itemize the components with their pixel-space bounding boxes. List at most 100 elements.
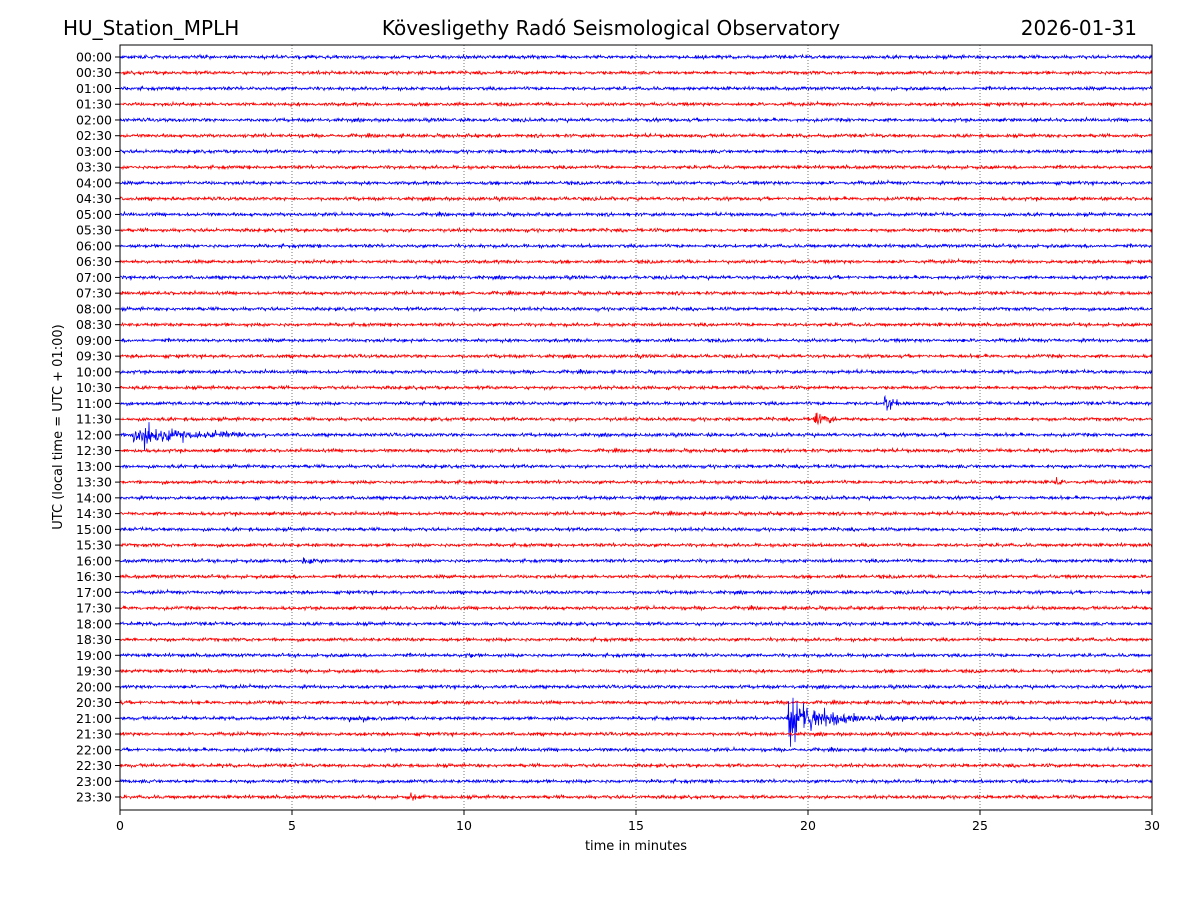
trace-1130 <box>119 412 1153 426</box>
y-tick-label: 02:30 <box>76 128 112 143</box>
trace-0100 <box>119 85 1153 93</box>
trace-2300 <box>119 777 1153 785</box>
trace-0000 <box>120 53 1153 61</box>
y-tick-label: 16:30 <box>76 569 112 584</box>
trace-0300 <box>119 148 1153 155</box>
y-tick-label: 07:30 <box>76 286 112 301</box>
observatory-title: Kövesligethy Radó Seismological Observat… <box>382 16 840 40</box>
y-tick-label: 02:00 <box>76 112 112 127</box>
y-tick-label: 04:00 <box>76 175 112 190</box>
x-tick-label: 0 <box>116 818 124 833</box>
y-tick-label: 13:00 <box>76 459 112 474</box>
trace-2030 <box>119 698 1153 706</box>
trace-1800 <box>119 620 1153 628</box>
y-tick-label: 11:30 <box>76 412 112 427</box>
y-tick-label: 00:30 <box>76 65 112 80</box>
trace-1600 <box>119 557 1153 565</box>
y-tick-label: 05:00 <box>76 207 112 222</box>
trace-2230 <box>119 761 1153 770</box>
trace-0130 <box>119 100 1153 109</box>
x-axis: 0 5 10 15 20 25 30 <box>116 810 1160 833</box>
y-tick-label: 20:30 <box>76 695 112 710</box>
y-tick-label: 06:00 <box>76 238 112 253</box>
trace-0330 <box>119 163 1153 171</box>
trace-1930 <box>119 667 1153 675</box>
y-tick-label: 18:00 <box>76 616 112 631</box>
trace-2130 <box>119 730 1153 738</box>
x-tick-label: 25 <box>972 818 988 833</box>
y-tick-label: 22:30 <box>76 758 112 773</box>
trace-2330 <box>119 792 1153 801</box>
trace-0600 <box>119 242 1153 250</box>
trace-0730 <box>119 289 1153 297</box>
trace-0900 <box>119 336 1153 344</box>
trace-0700 <box>119 273 1153 282</box>
trace-1700 <box>119 588 1153 597</box>
y-tick-label: 08:30 <box>76 317 112 332</box>
trace-0200 <box>119 116 1153 124</box>
x-tick-label: 15 <box>628 818 644 833</box>
x-tick-label: 10 <box>456 818 472 833</box>
y-tick-label: 10:30 <box>76 380 112 395</box>
trace-1300 <box>119 463 1153 470</box>
trace-0530 <box>119 226 1153 234</box>
y-axis: 00:0000:3001:0001:3002:0002:3003:0003:30… <box>76 50 120 805</box>
y-tick-label: 23:30 <box>76 790 112 805</box>
y-tick-label: 15:30 <box>76 538 112 553</box>
trace-1730 <box>119 604 1153 612</box>
traces <box>119 53 1153 801</box>
y-tick-label: 05:30 <box>76 223 112 238</box>
trace-2200 <box>119 745 1153 754</box>
y-tick-label: 15:00 <box>76 522 112 537</box>
trace-0830 <box>119 321 1153 329</box>
y-tick-label: 11:00 <box>76 396 112 411</box>
y-tick-label: 01:30 <box>76 97 112 112</box>
trace-1200 <box>120 422 1153 451</box>
trace-0630 <box>119 257 1153 266</box>
grid-lines <box>291 45 981 810</box>
y-tick-label: 14:30 <box>76 506 112 521</box>
date-title: 2026-01-31 <box>1021 16 1137 40</box>
trace-0030 <box>119 69 1153 77</box>
trace-1400 <box>119 494 1153 502</box>
trace-2100 <box>119 697 1153 747</box>
y-tick-label: 21:00 <box>76 711 112 726</box>
y-tick-label: 00:00 <box>76 50 112 65</box>
trace-1030 <box>119 384 1153 392</box>
trace-1630 <box>119 573 1153 581</box>
y-tick-label: 09:30 <box>76 349 112 364</box>
y-tick-label: 18:30 <box>76 632 112 647</box>
y-tick-label: 12:00 <box>76 427 112 442</box>
trace-1900 <box>119 651 1153 659</box>
x-tick-label: 20 <box>800 818 816 833</box>
y-tick-label: 13:30 <box>76 475 112 490</box>
trace-1830 <box>119 636 1153 644</box>
x-axis-label: time in minutes <box>585 839 687 854</box>
y-tick-label: 10:00 <box>76 364 112 379</box>
y-tick-label: 21:30 <box>76 727 112 742</box>
trace-1500 <box>119 525 1153 533</box>
y-tick-label: 01:00 <box>76 81 112 96</box>
y-tick-label: 20:00 <box>76 679 112 694</box>
y-tick-label: 22:00 <box>76 742 112 757</box>
y-tick-label: 09:00 <box>76 333 112 348</box>
trace-1100 <box>119 394 1153 411</box>
y-tick-label: 19:00 <box>76 648 112 663</box>
y-tick-label: 03:30 <box>76 160 112 175</box>
x-tick-label: 30 <box>1144 818 1160 833</box>
trace-0400 <box>119 178 1153 187</box>
trace-0930 <box>119 352 1153 360</box>
y-tick-label: 23:00 <box>76 774 112 789</box>
station-title: HU_Station_MPLH <box>63 16 239 40</box>
trace-1230 <box>119 446 1153 454</box>
y-tick-label: 07:00 <box>76 270 112 285</box>
y-tick-label: 12:30 <box>76 443 112 458</box>
y-tick-label: 16:00 <box>76 553 112 568</box>
y-axis-label: UTC (local time = UTC + 01:00) <box>51 324 66 529</box>
y-tick-label: 04:30 <box>76 191 112 206</box>
trace-1330 <box>119 476 1153 486</box>
trace-1530 <box>119 541 1153 549</box>
trace-2000 <box>119 682 1153 691</box>
y-tick-label: 19:30 <box>76 664 112 679</box>
